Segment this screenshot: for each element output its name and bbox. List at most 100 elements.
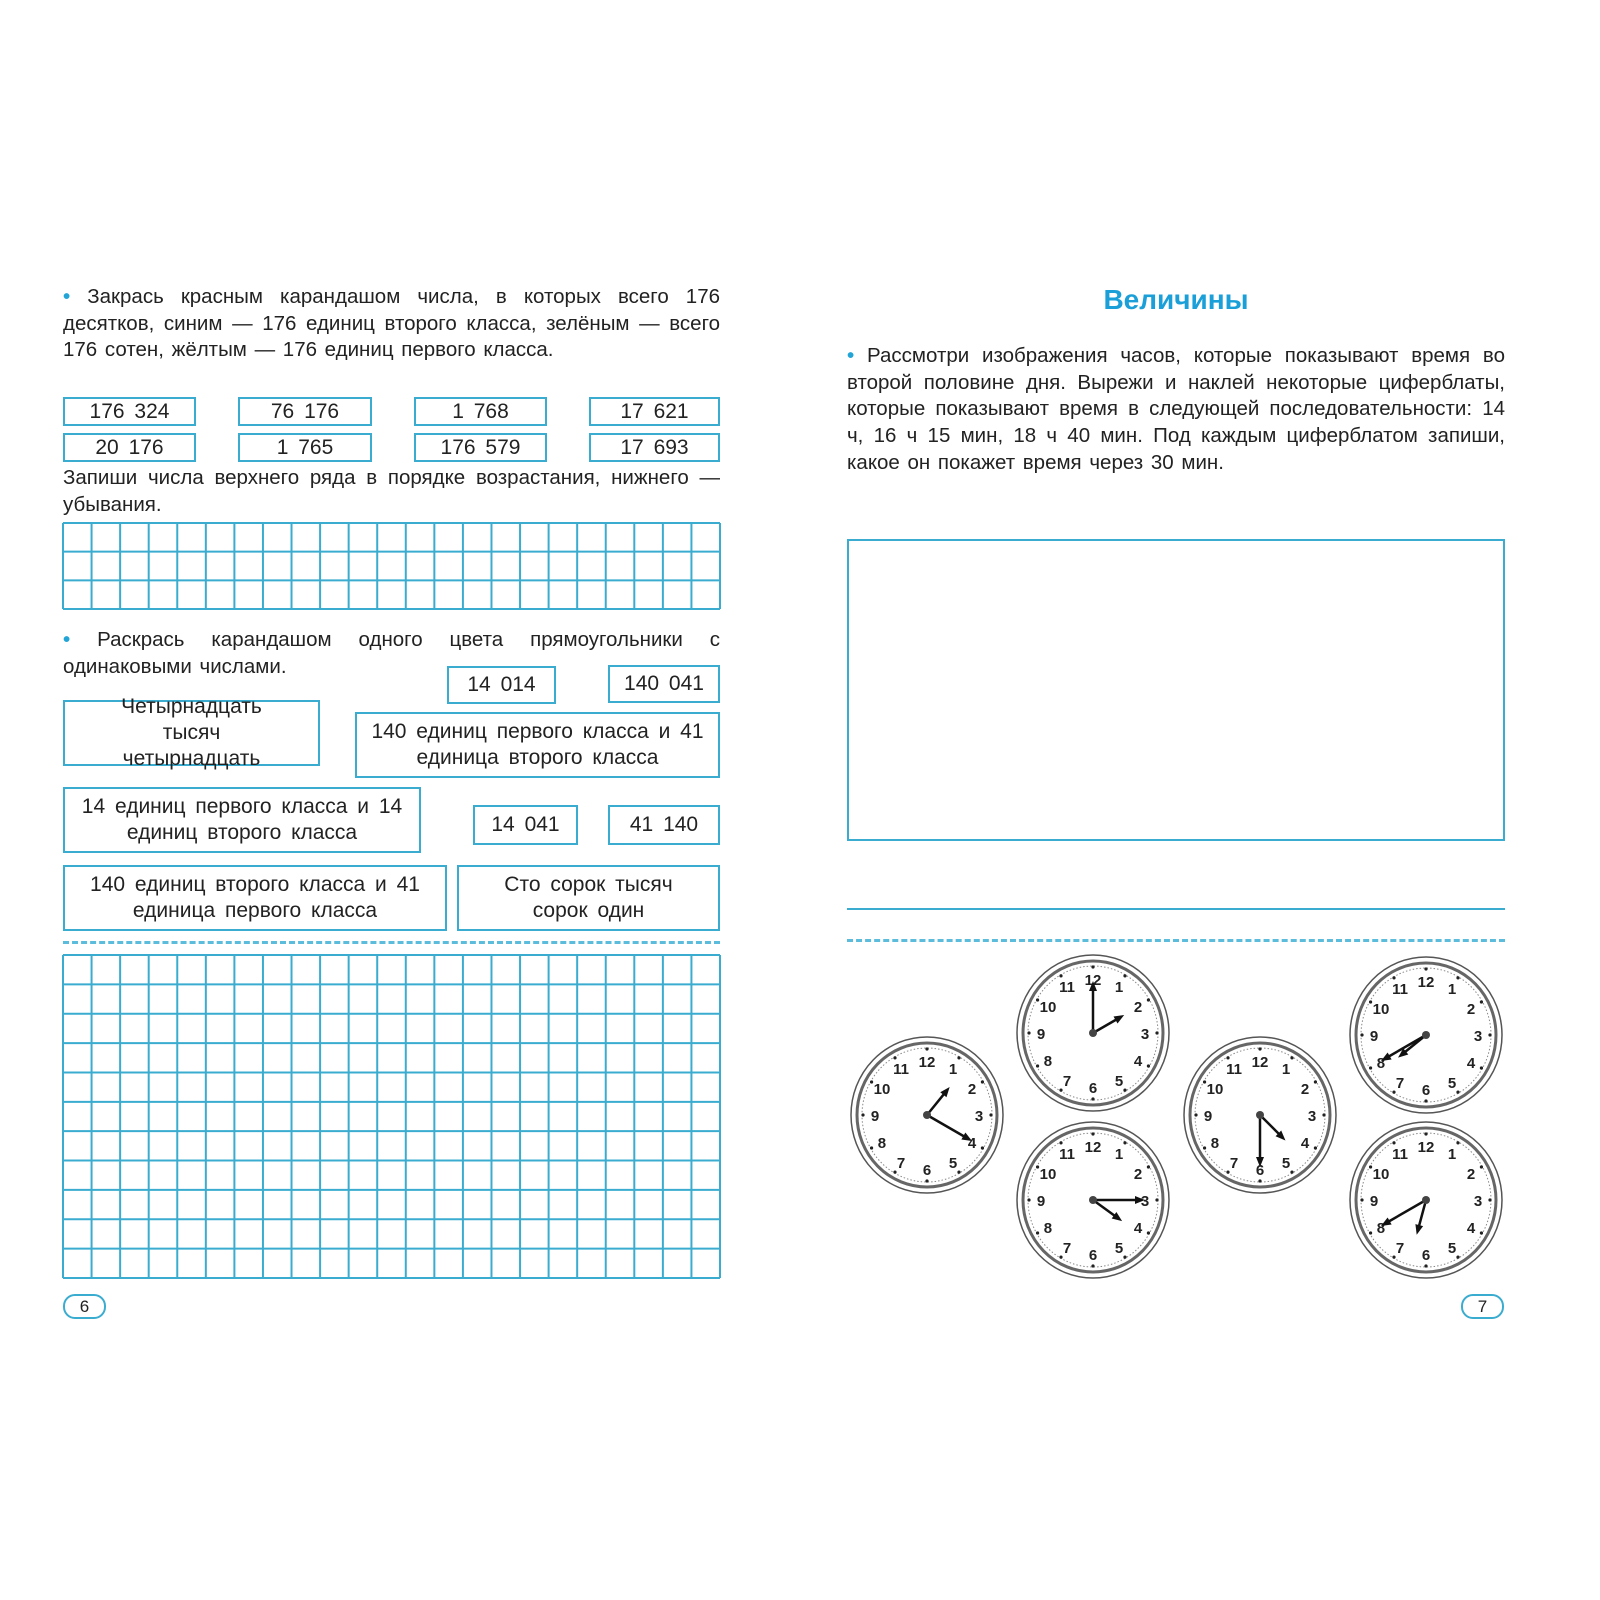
clock-numeral: 12 (1418, 1139, 1435, 1156)
writing-grid-bottom[interactable] (62, 954, 722, 1280)
clock-numeral: 12 (919, 1054, 936, 1071)
answer-box[interactable]: 14 014 (447, 666, 556, 704)
page-number: 6 (63, 1294, 106, 1319)
clock-numeral: 4 (1467, 1220, 1476, 1237)
clock-numeral: 1 (1448, 981, 1456, 998)
minute-hand (1385, 1198, 1427, 1225)
clock-numeral: 11 (893, 1061, 909, 1078)
clock-task-text: • Рассмотри изображения часов, которые п… (847, 343, 1505, 477)
clock-numeral: 12 (1418, 974, 1435, 991)
clock-numeral: 4 (1467, 1055, 1476, 1072)
cut-line (63, 941, 720, 944)
clock-numeral: 4 (1134, 1053, 1143, 1070)
clock-numeral: 6 (1422, 1247, 1430, 1264)
number-box[interactable]: 1 765 (238, 433, 372, 462)
page-number: 7 (1461, 1294, 1504, 1319)
clock-numeral: 1 (1448, 1146, 1456, 1163)
clock-numeral: 1 (1115, 1146, 1123, 1163)
hour-hand (1092, 1016, 1120, 1035)
clock-numeral: 12 (1085, 1139, 1102, 1156)
clock-numeral: 3 (1141, 1193, 1149, 1210)
answer-box[interactable]: 14 041 (473, 805, 578, 845)
hour-hand-tip (1275, 1130, 1286, 1141)
clock-numeral: 3 (1141, 1026, 1149, 1043)
clock-numeral: 5 (949, 1155, 957, 1172)
clock-numeral: 7 (1396, 1240, 1404, 1257)
clock-numeral: 8 (1377, 1220, 1385, 1237)
clock-numeral: 12 (1252, 1054, 1269, 1071)
clock-numeral: 5 (1282, 1155, 1290, 1172)
clock-numeral: 9 (1037, 1026, 1045, 1043)
writing-grid-top[interactable] (62, 522, 722, 612)
number-box[interactable]: 76 176 (238, 397, 372, 426)
clock-center (1422, 1031, 1430, 1039)
number-box[interactable]: 20 176 (63, 433, 196, 462)
clock-numeral: 10 (874, 1081, 891, 1098)
bullet-icon: • (847, 344, 855, 367)
hour-hand (1259, 1114, 1283, 1138)
answer-box[interactable]: 41 140 (608, 805, 720, 845)
clock-numeral: 11 (1226, 1061, 1242, 1078)
clock-numeral: 6 (1422, 1082, 1430, 1099)
answer-box[interactable]: 140 041 (608, 665, 720, 703)
clock-center (1089, 1196, 1097, 1204)
clock-numeral: 2 (1467, 1166, 1475, 1183)
task2-instruction: Раскрась карандашом одного цвета прямоуг… (63, 628, 720, 678)
minute-hand-tip (1089, 981, 1097, 991)
paste-area[interactable] (847, 539, 1505, 841)
clock-numeral: 10 (1040, 1166, 1057, 1183)
clock-center (1422, 1196, 1430, 1204)
hour-hand-tip (940, 1087, 950, 1098)
minute-hand-tip (961, 1132, 973, 1141)
hour-hand (1417, 1199, 1428, 1230)
answer-box[interactable]: 14 единиц первого класса и 14 единиц вто… (63, 787, 421, 853)
minute-hand-tip (1135, 1196, 1145, 1204)
clock-numeral: 4 (968, 1135, 977, 1152)
clock-numeral: 2 (1301, 1081, 1309, 1098)
clock-numeral: 2 (1134, 1166, 1142, 1183)
clock-center (1089, 1029, 1097, 1037)
page-title: Величины (1103, 284, 1249, 315)
clock-numeral: 1 (1115, 979, 1123, 996)
hour-hand (926, 1090, 947, 1116)
number-box[interactable]: 176 324 (63, 397, 196, 426)
clock-numeral: 12 (1085, 972, 1102, 989)
bullet-icon: • (63, 285, 71, 308)
clock-numeral: 9 (1370, 1028, 1378, 1045)
number-box[interactable]: 176 579 (414, 433, 547, 462)
clock-numeral: 3 (1474, 1193, 1482, 1210)
clock-numeral: 8 (1211, 1135, 1219, 1152)
answer-box[interactable]: Сто сорок тысяч сорок один (457, 865, 720, 931)
answer-box[interactable]: 140 единиц второго класса и 41 единица п… (63, 865, 447, 931)
clock-numeral: 6 (1089, 1080, 1097, 1097)
hour-hand-tip (1113, 1015, 1125, 1024)
clock-center (923, 1111, 931, 1119)
clock-numeral: 5 (1115, 1073, 1123, 1090)
clock-numeral: 8 (1044, 1220, 1052, 1237)
number-box[interactable]: 17 693 (589, 433, 720, 462)
clock-numeral: 6 (1089, 1247, 1097, 1264)
clock-numeral: 3 (975, 1108, 983, 1125)
answer-box[interactable]: 140 единиц первого класса и 41 единица в… (355, 712, 720, 778)
number-box[interactable]: 17 621 (589, 397, 720, 426)
clock-numeral: 11 (1392, 1146, 1408, 1163)
number-box[interactable]: 1 768 (414, 397, 547, 426)
clock-numeral: 11 (1392, 981, 1408, 998)
clock-numeral: 3 (1474, 1028, 1482, 1045)
minute-hand (926, 1113, 968, 1140)
clock-numeral: 11 (1059, 1146, 1075, 1163)
clock-numeral: 5 (1448, 1240, 1456, 1257)
task1-followup: Запиши числа верхнего ряда в порядке воз… (63, 466, 720, 516)
answer-box[interactable]: Четырнадцать тысяч четырнадцать (63, 695, 320, 770)
clock-numeral: 8 (1044, 1053, 1052, 1070)
hour-hand-tip (1398, 1048, 1409, 1058)
task1-instruction: Закрась красным карандашом числа, в кото… (63, 285, 721, 362)
clock-numeral: 10 (1207, 1081, 1224, 1098)
